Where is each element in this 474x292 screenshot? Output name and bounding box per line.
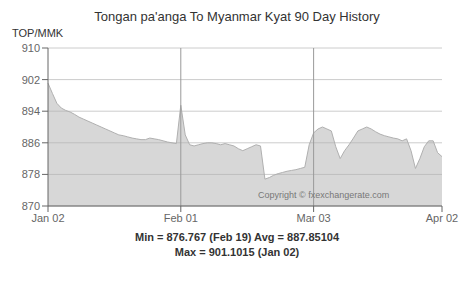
svg-text:910: 910: [22, 42, 40, 54]
svg-text:894: 894: [22, 105, 40, 117]
html-text:Min = 876.767 (Feb 19) Avg = 8: Min = 876.767 (Feb 19) Avg = 887.85104: [135, 231, 339, 243]
svg-text:886: 886: [22, 137, 40, 149]
svg-text:878: 878: [22, 168, 40, 180]
svg-text:Apr 02: Apr 02: [426, 212, 458, 224]
svg-text:Jan 02: Jan 02: [31, 212, 64, 224]
svg-text:870: 870: [22, 200, 40, 212]
svg-text:Mar 03: Mar 03: [296, 212, 330, 224]
html-text:TOP/MMK: TOP/MMK: [12, 27, 64, 39]
svg-text:Feb 01: Feb 01: [164, 212, 198, 224]
html-text:Max = 901.1015 (Jan 02): Max = 901.1015 (Jan 02): [174, 246, 300, 258]
html-text:Tongan pa'anga To Myanmar Kyat: Tongan pa'anga To Myanmar Kyat 90 Day Hi…: [94, 9, 380, 24]
html-text:Copyright © fxexchangerate.com: Copyright © fxexchangerate.com: [258, 190, 390, 200]
svg-text:902: 902: [22, 74, 40, 86]
